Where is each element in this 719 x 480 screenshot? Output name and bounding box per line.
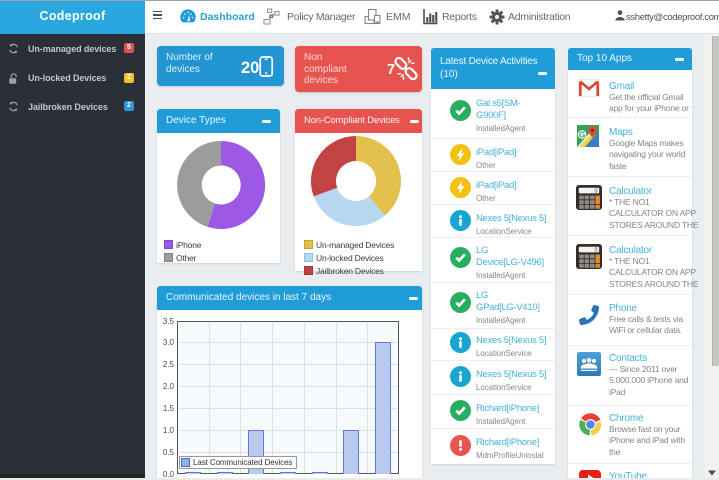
svg-text:G: G (579, 130, 586, 140)
svg-text:0: 0 (594, 189, 597, 195)
svg-text:0: 0 (594, 248, 597, 254)
